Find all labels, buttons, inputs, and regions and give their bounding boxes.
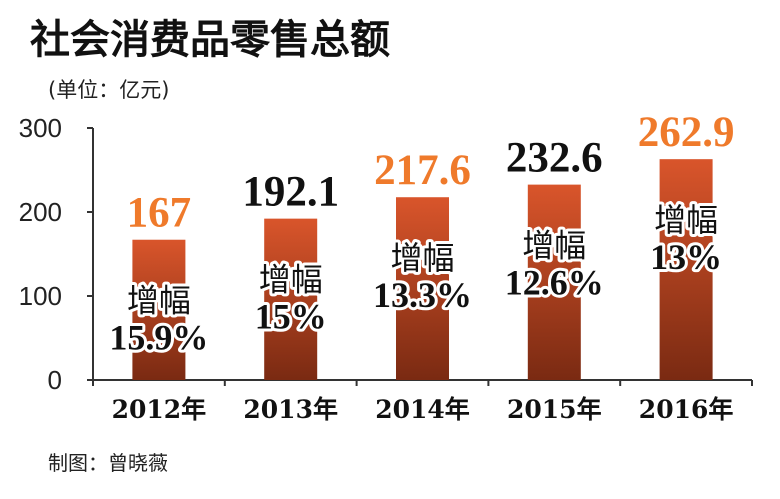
x-category-label: 2013年 bbox=[243, 395, 338, 424]
bar bbox=[264, 218, 318, 380]
y-tick-label: 200 bbox=[19, 197, 62, 227]
y-tick-label: 300 bbox=[19, 113, 62, 143]
growth-word-label: 增幅 bbox=[390, 239, 454, 277]
growth-rate-label: 12.6% bbox=[505, 263, 604, 303]
growth-word-label: 增幅 bbox=[259, 261, 323, 299]
bar bbox=[659, 159, 713, 380]
bar bbox=[527, 184, 581, 380]
x-category-label: 2014年 bbox=[375, 395, 470, 424]
growth-rate-label: 13.3% bbox=[373, 275, 472, 315]
x-category-label: 2016年 bbox=[639, 395, 734, 424]
bar-value-label: 167 bbox=[127, 190, 192, 237]
growth-rate-label: 15.9% bbox=[109, 318, 208, 358]
x-category-label: 2015年 bbox=[507, 395, 602, 424]
bar-value-label: 262.9 bbox=[638, 109, 735, 156]
x-category-label: 2012年 bbox=[112, 395, 207, 424]
chart-title: 社会消费品零售总额 bbox=[30, 17, 390, 63]
bar bbox=[132, 239, 186, 380]
growth-rate-label: 13% bbox=[650, 237, 722, 277]
growth-word-label: 增幅 bbox=[522, 227, 586, 265]
y-tick-label: 0 bbox=[48, 365, 62, 395]
growth-rate-label: 15% bbox=[255, 297, 327, 337]
bar-value-label: 232.6 bbox=[506, 135, 603, 182]
y-tick-labels: 0 100 200 300 bbox=[19, 113, 753, 395]
bar-value-label: 192.1 bbox=[242, 169, 339, 216]
unit-label: (单位：亿元) bbox=[48, 78, 169, 102]
y-tick-label: 100 bbox=[19, 281, 62, 311]
bar-value-label: 217.6 bbox=[374, 147, 471, 194]
bars bbox=[132, 159, 713, 380]
growth-word-label: 增幅 bbox=[654, 201, 718, 239]
bar-labels: 167增幅15.9%2012年192.1增幅15%2013年217.6增幅13.… bbox=[106, 108, 735, 424]
chart-credit: 制图：曾晓薇 bbox=[48, 451, 168, 475]
growth-word-label: 增幅 bbox=[127, 282, 191, 320]
bar bbox=[396, 197, 449, 380]
